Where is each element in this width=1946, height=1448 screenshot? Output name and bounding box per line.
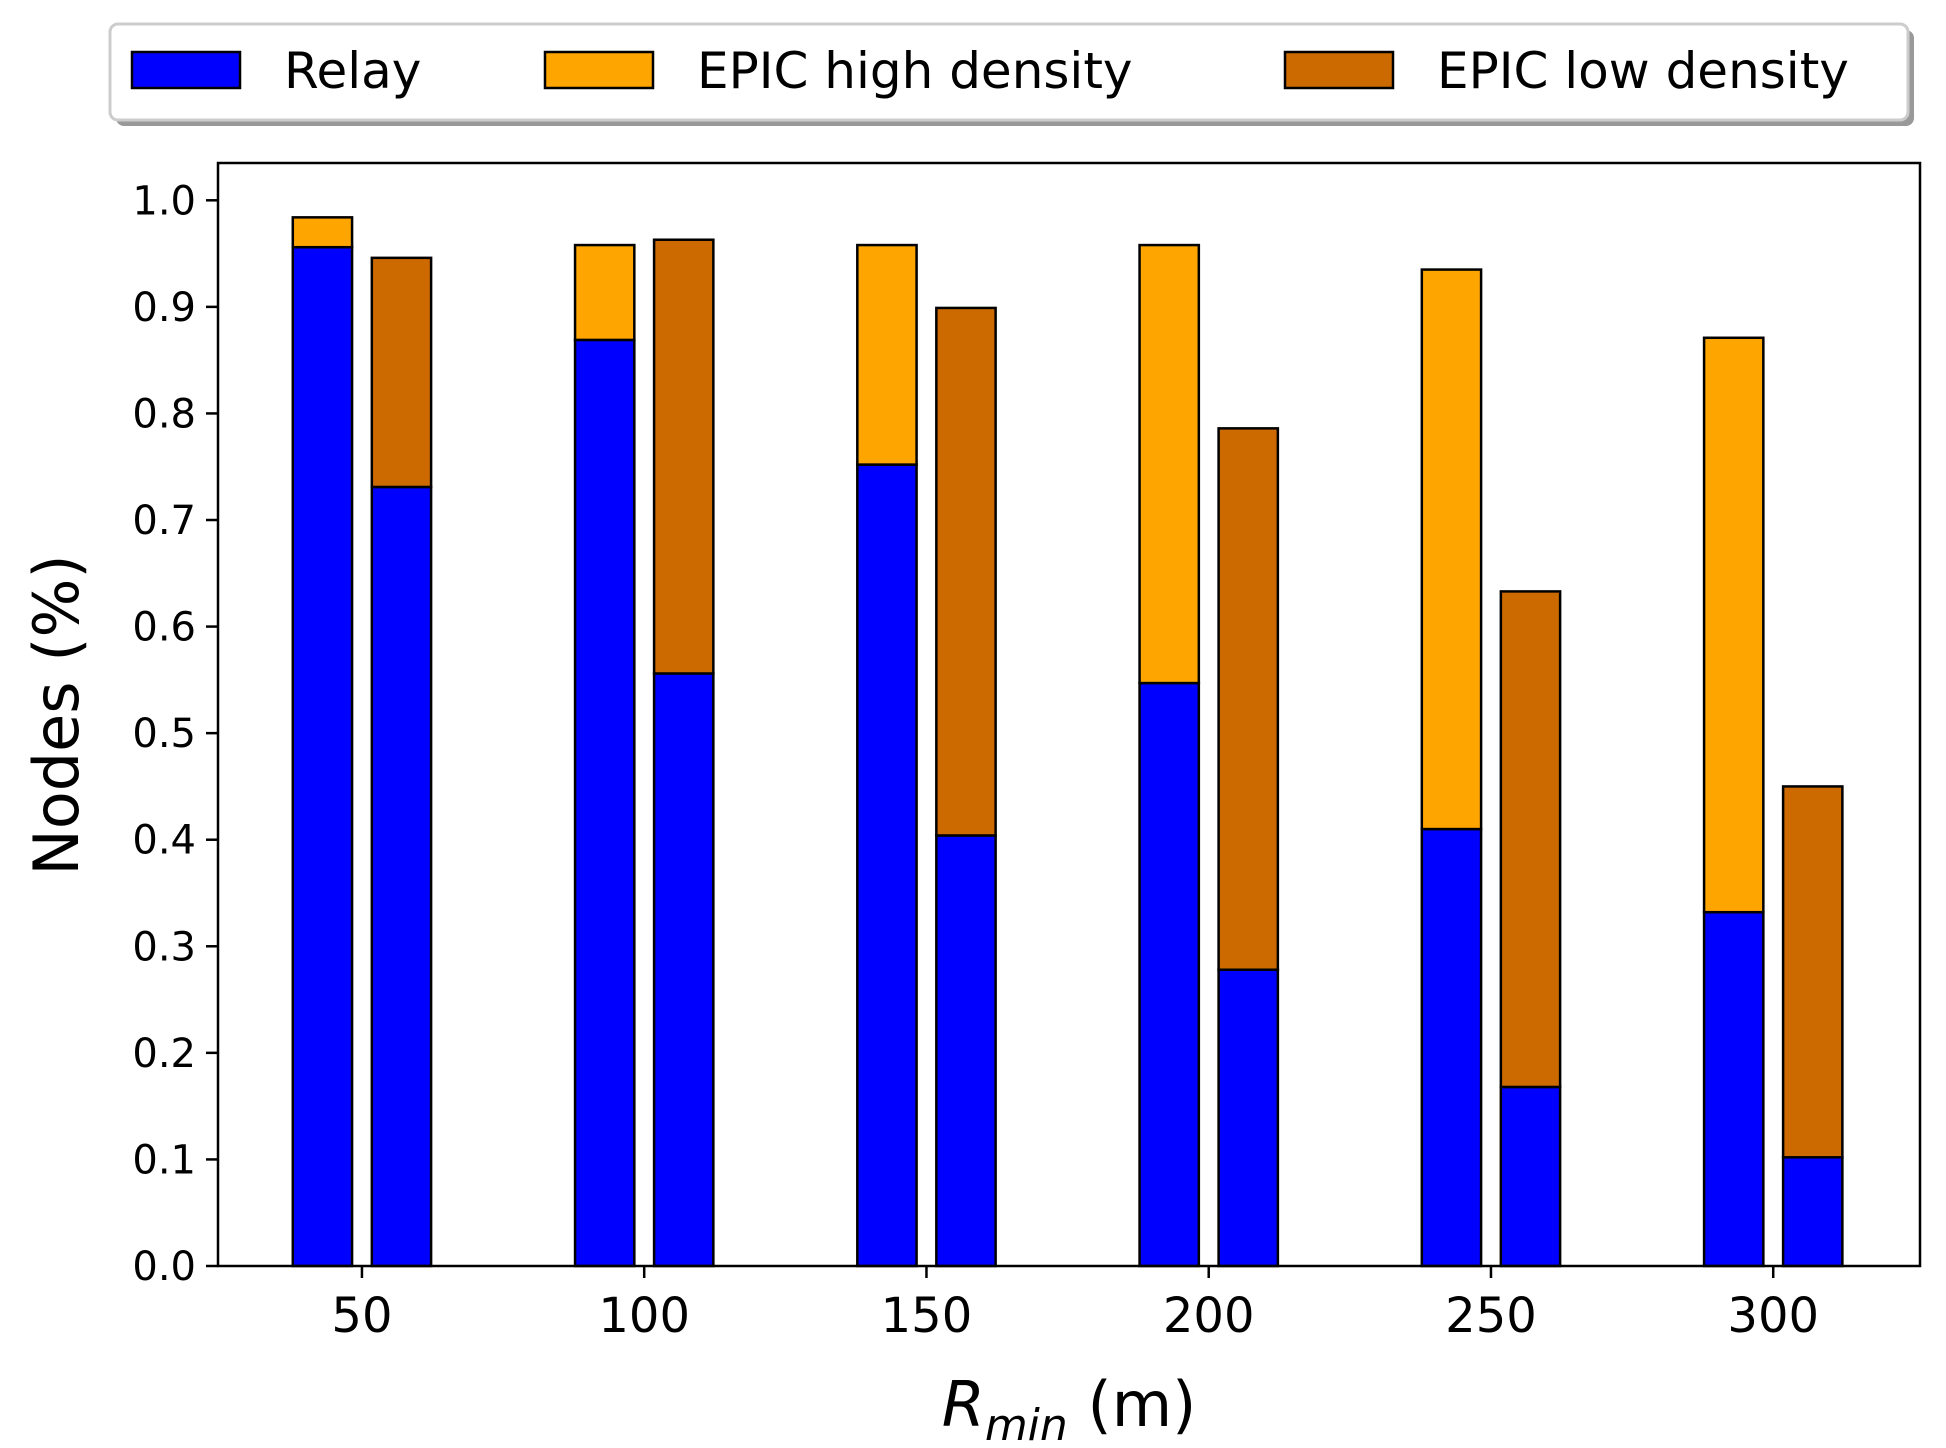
legend-label-relay: Relay (284, 42, 421, 100)
x-axis-label-unit: (m) (1068, 1368, 1196, 1441)
bar-relay-low-250 (1499, 1085, 1562, 1268)
plot-frame (216, 161, 1922, 1268)
y-tick-label-0.0: 0.0 (132, 1244, 196, 1290)
bar-relay-low-150 (935, 834, 997, 1268)
bar-epic-high-50 (291, 216, 354, 249)
y-axis-label: Nodes (%) (20, 554, 93, 875)
bar-relay-low-300 (1781, 1156, 1844, 1268)
x-axis: 50 100 150 200 250 300 (331, 1266, 1819, 1344)
bar-epic-high-250 (1420, 268, 1483, 831)
x-axis-label-main: R (942, 1368, 985, 1441)
x-tick-label-50: 50 (331, 1288, 392, 1344)
bar-relay-high-50 (291, 245, 354, 1268)
y-tick-label-0.1: 0.1 (132, 1137, 196, 1183)
bar-epic-low-150 (935, 306, 997, 837)
y-tick-label-0.5: 0.5 (132, 711, 196, 757)
x-tick-label-100: 100 (598, 1288, 690, 1344)
legend-label-epic-low: EPIC low density (1437, 42, 1849, 100)
bar-relay-high-100 (573, 338, 636, 1268)
bar-epic-low-200 (1217, 427, 1280, 971)
bar-epic-high-150 (856, 243, 918, 466)
legend-swatch-epic-high (543, 50, 655, 90)
bar-relay-high-200 (1138, 681, 1201, 1268)
x-tick-label-250: 250 (1445, 1288, 1537, 1344)
legend-label-epic-high: EPIC high density (697, 42, 1133, 100)
y-axis: 0.0 0.1 0.2 0.3 0.4 0.5 0.6 0.7 0.8 0.9 1.0 (132, 178, 218, 1290)
bar-epic-high-300 (1702, 336, 1765, 914)
x-tick-label-200: 200 (1163, 1288, 1255, 1344)
legend: Relay EPIC high density EPIC low density (108, 22, 1914, 126)
bar-relay-high-300 (1702, 910, 1765, 1268)
y-tick-label-0.9: 0.9 (132, 285, 196, 331)
bar-relay-high-250 (1420, 827, 1483, 1268)
legend-swatch-epic-low (1283, 50, 1395, 90)
y-tick-label-1.0: 1.0 (132, 178, 196, 224)
y-tick-label-0.8: 0.8 (132, 391, 196, 437)
y-tick-label-0.6: 0.6 (132, 605, 196, 651)
bar-epic-low-100 (652, 238, 715, 675)
bar-relay-low-200 (1217, 968, 1280, 1268)
y-tick-label-0.4: 0.4 (132, 818, 196, 864)
x-axis-label: Rmin (m) (942, 1368, 1197, 1448)
bar-epic-low-50 (370, 256, 433, 489)
bar-epic-low-300 (1781, 785, 1844, 1159)
bar-epic-low-250 (1499, 590, 1562, 1089)
x-tick-label-300: 300 (1727, 1288, 1819, 1344)
bar-relay-low-50 (370, 485, 433, 1268)
bar-epic-high-200 (1138, 243, 1201, 685)
y-tick-label-0.3: 0.3 (132, 924, 196, 970)
x-axis-label-subscript: min (985, 1400, 1068, 1448)
x-tick-label-150: 150 (881, 1288, 973, 1344)
legend-frame (108, 22, 1910, 122)
bar-epic-high-100 (573, 243, 636, 342)
y-tick-label-0.2: 0.2 (132, 1031, 196, 1077)
bar-relay-high-150 (856, 463, 918, 1268)
bars (291, 216, 1844, 1268)
legend-swatch-relay (130, 50, 242, 90)
y-tick-label-0.7: 0.7 (132, 498, 196, 544)
bar-relay-low-100 (652, 672, 715, 1268)
